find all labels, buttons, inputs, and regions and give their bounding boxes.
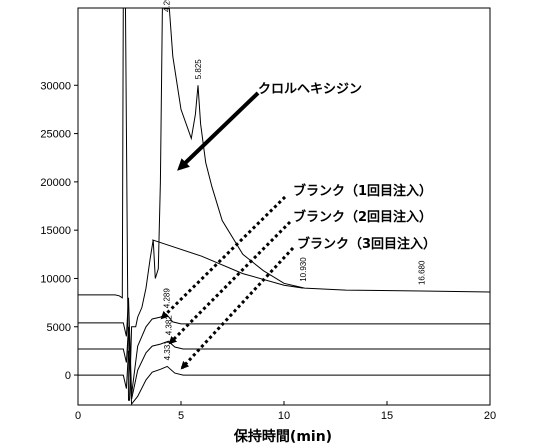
annotation: クロルヘキシジン [258,82,362,97]
peak-label: 16.680 [418,260,427,285]
trace [78,350,490,405]
annotation: ブランク（3回目注入） [297,236,436,252]
x-axis-label: 保持時間(min) [233,428,332,445]
annotation: ブランク（1回目注入） [293,183,432,199]
x-tick-label: 15 [381,410,393,422]
x-tick-label: 10 [278,410,290,422]
peak-label: 5.825 [194,59,203,80]
peak-label: 4.297 [163,0,172,12]
arrow [160,195,287,320]
y-tick-label: 25000 [40,129,71,141]
peak-label: 4.289 [162,288,171,309]
peak-label: 4.382 [164,315,173,336]
y-tick-label: 15000 [40,225,71,237]
traces [78,8,490,405]
peak-label: 4.331 [163,340,172,361]
y-tick-label: 20000 [40,177,71,189]
y-tick-label: 5000 [47,322,71,334]
trace [78,297,490,395]
y-tick-label: 30000 [40,80,71,92]
arrow [168,220,292,345]
x-tick-label: 5 [178,410,184,422]
peak-label: 10.930 [299,257,308,282]
annotation: ブランク（2回目注入） [293,209,432,225]
arrow [177,91,260,171]
x-tick-label: 0 [75,410,81,422]
arrow [180,246,295,370]
y-tick-label: 10000 [40,273,71,285]
y-tick-label: 0 [65,370,71,382]
plot-frame [77,7,491,406]
trace [78,326,490,400]
x-tick-label: 20 [484,410,496,422]
